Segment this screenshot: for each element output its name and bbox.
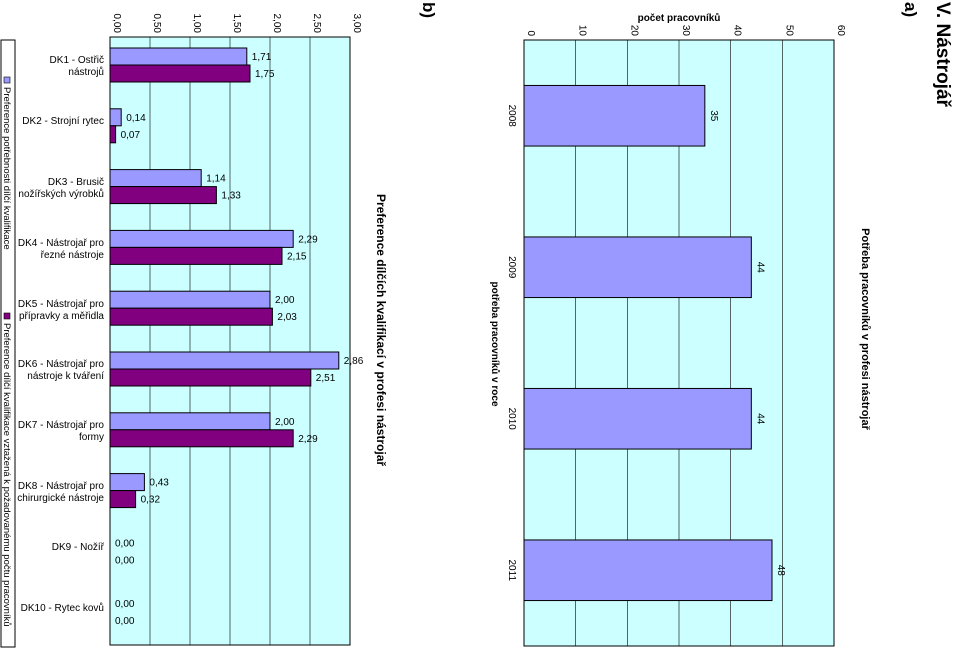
chart-a-tick-label: 60 [835,25,846,37]
chart-b-legend: Preference potřebnosti dílčí kvalifikace… [0,39,16,648]
chart-b-tick-label: 0,00 [111,14,122,34]
chart-a-tick-label: 0 [525,30,536,36]
chart-b-value-label-series-1: 0,14 [126,113,146,124]
chart-b-value-label-series-1: 0,00 [115,599,135,610]
chart-a-xlabel: potřeba pracovníků v roce [489,281,501,406]
chart-a: Potřeba pracovníků v profesi nástrojař p… [489,12,871,647]
chart-b-category-label: DK2 - Strojní rytec [22,116,104,128]
legend-label-series-2: Preference dílčí kvalifikace vztažená k … [1,323,12,627]
legend-swatch-series-2 [3,312,11,320]
chart-a-tick-label: 20 [628,25,639,37]
chart-a-bars: 35 2008 44 2009 44 2010 48 2011 [506,84,786,602]
chart-a-tick-label: 30 [680,25,691,37]
chart-b-value-label-series-2: 0,32 [141,495,161,506]
chart-a-category-label: 2011 [506,559,517,581]
chart-b-bars: 1,71 1,75 0,14 0,07 1,14 1,33 2,29 2,15 2,00 2,03… [109,47,364,627]
chart-b-bar-series-1 [109,473,145,492]
chart-b-value-label-series-2: 2,29 [298,434,318,445]
chart-b-category-label: DK7 - Nástrojař pro formy [17,420,104,444]
chart-a-bar [523,84,706,147]
chart-a-bar [523,539,773,602]
chart-b-value-label-series-1: 2,00 [275,417,295,428]
chart-b-value-label-series-1: 2,00 [275,295,295,306]
chart-b-value-label-series-1: 2,29 [298,234,318,245]
chart-b-category-label: DK5 - Nástrojař pro přípravky a měřidla [17,298,104,322]
chart-b-bar-series-1 [109,412,271,431]
part-a-label: a) [901,2,920,17]
legend-label-series-1: Preference potřebnosti dílčí kvalifikace [1,87,12,250]
chart-a-value-label: 44 [754,262,765,274]
section-heading: V. Nástrojář [932,2,953,108]
chart-b-bar-series-1 [109,108,122,127]
chart-b-category-label: DK6 - Nástrojař pro nástroje k tváření [17,359,104,383]
chart-b-value-label-series-2: 1,75 [255,69,275,80]
chart-b-tick-label: 0,50 [151,14,162,34]
chart-b-value-label-series-1: 1,14 [206,174,226,185]
chart-b-bar-series-1 [109,169,202,188]
part-b-label: b) [419,2,438,18]
chart-b-tick-label: 2,00 [271,14,282,34]
chart-b-bar-series-1 [109,47,248,66]
chart-b-category-label: DK9 - Nožíř [51,541,104,553]
chart-b-bar-series-2 [109,307,273,326]
chart-a-tick-labels: 0 10 20 30 40 50 60 [525,25,846,37]
chart-b-bar-series-1 [109,290,271,309]
chart-a-category-label: 2010 [506,408,517,431]
chart-b-value-label-series-2: 0,07 [121,130,141,141]
chart-a-title: Potřeba pracovníků v profesi nástrojař [859,228,871,430]
chart-a-value-label: 44 [754,413,765,425]
chart-b-tick-label: 2,50 [311,14,322,34]
chart-b-value-label-series-2: 1,33 [221,191,241,202]
chart-b-category-label: DK10 - Rytec kovů [20,602,104,614]
chart-b-bar-series-2 [109,429,294,448]
chart-a-tick-label: 50 [783,25,794,37]
chart-a-category-label: 2009 [506,256,517,279]
chart-b-tick-labels: 0,00 0,50 1,00 1,50 2,00 2,50 3,00 [111,14,362,34]
chart-b-value-label-series-2: 2,03 [277,312,297,323]
chart-b-title: Preference dílčích kvalifikací v profesi… [374,194,388,466]
chart-b-category-label: DK8 - Nástrojař pro chirurgické nástroje [17,481,104,504]
chart-b-value-label-series-1: 2,86 [344,356,364,367]
chart-a-ylabel: počet pracovníků [638,12,721,24]
chart-b-bar-series-2 [109,368,312,387]
legend-swatch-series-1 [3,76,11,84]
chart-b-category-label: DK1 - Ostřič nástrojů [49,55,104,79]
chart-b-category-label: DK4 - Nástrojař pro řezné nástroje [17,237,104,261]
chart-b-value-label-series-2: 2,15 [287,251,307,262]
chart-a-tick-label: 10 [577,25,588,37]
chart-b-bar-series-1 [109,229,294,248]
chart-b-bar-series-2 [109,246,283,265]
chart-b-bar-series-2 [109,186,217,205]
chart-b-bar-series-1 [109,351,340,370]
chart-a-value-label: 48 [775,565,786,577]
chart-b-tick-label: 1,50 [231,14,242,34]
chart-a-bar [523,387,752,450]
chart-a-bar [523,236,752,299]
chart-b-bar-series-2 [109,64,251,83]
chart-b-value-label-series-1: 0,00 [115,538,135,549]
chart-b-value-label-series-2: 0,00 [115,616,135,627]
chart-b-tick-label: 1,00 [191,14,202,34]
legend-frame [0,39,16,648]
chart-a-tick-label: 40 [732,25,743,37]
chart-b-value-label-series-2: 2,51 [316,373,336,384]
chart-b-bar-series-2 [109,125,117,144]
chart-b-value-label-series-1: 1,71 [252,52,272,63]
chart-b-tick-label: 3,00 [351,14,362,34]
chart-b: Preference dílčích kvalifikací v profesi… [0,14,388,648]
chart-a-value-label: 35 [708,110,719,122]
chart-b-category-label: DK3 - Brusič nožířských výrobků [18,177,104,200]
chart-a-category-label: 2008 [506,105,517,128]
chart-b-value-label-series-2: 0,00 [115,555,135,566]
chart-b-bar-series-2 [109,490,137,509]
chart-b-value-label-series-1: 0,43 [149,478,169,489]
